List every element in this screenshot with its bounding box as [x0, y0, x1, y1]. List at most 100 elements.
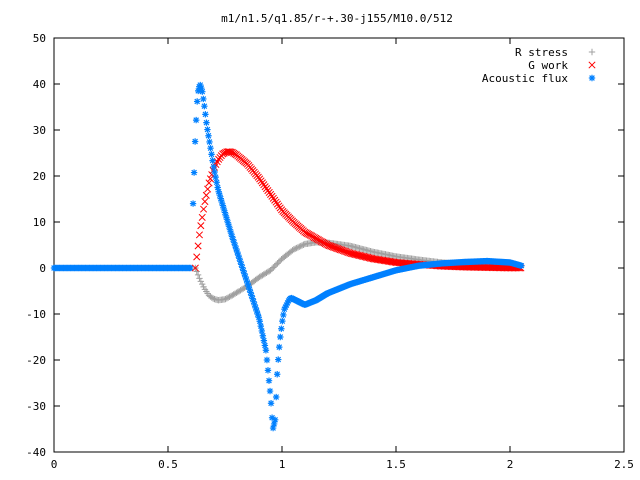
r-stress-point [197, 278, 205, 285]
r-stress-point [270, 264, 277, 271]
acoustic-flux-point [243, 276, 250, 284]
r-stress-point [290, 246, 298, 253]
acoustic-flux-point [279, 317, 286, 325]
r-stress-point [226, 293, 233, 301]
acoustic-flux-point [259, 332, 267, 339]
y-tick-label: -40 [26, 446, 46, 459]
acoustic-flux-point [189, 200, 197, 207]
g-work-point [193, 253, 201, 261]
acoustic-flux-point [260, 337, 268, 344]
acoustic-flux-point [252, 304, 259, 312]
acoustic-flux-point [241, 270, 248, 277]
series-g-work [191, 148, 525, 272]
r-stress-point [300, 241, 307, 248]
r-stress-point [271, 262, 278, 270]
acoustic-flux-point [268, 414, 276, 421]
acoustic-flux-point [212, 173, 219, 181]
acoustic-flux-point [225, 223, 233, 230]
g-work-point [191, 264, 199, 272]
x-tick-label: 0.5 [158, 458, 178, 471]
legend-label: G work [528, 59, 568, 72]
acoustic-flux-point [251, 301, 258, 308]
axes: 0 0.5 1 1.5 2 2.5 -40 -30 -20 -10 0 10 20 30 40 50 [26, 32, 634, 471]
r-stress-point [196, 275, 203, 282]
acoustic-flux-point [223, 216, 231, 223]
r-stress-point [297, 242, 304, 250]
y-tick-label: 10 [33, 216, 46, 229]
r-stress-point [199, 280, 206, 288]
acoustic-flux-point [224, 219, 232, 226]
g-work-point [364, 253, 372, 262]
acoustic-flux-point [281, 305, 288, 313]
legend-label: Acoustic flux [482, 72, 568, 85]
acoustic-flux-point [192, 116, 200, 124]
acoustic-flux-point [228, 233, 236, 240]
acoustic-flux-point [198, 84, 205, 92]
acoustic-flux-point [211, 168, 218, 176]
g-work-point [358, 252, 366, 260]
g-work-point [361, 253, 369, 261]
acoustic-flux-point [278, 325, 285, 332]
g-work-point [362, 253, 370, 261]
acoustic-flux-point [253, 307, 260, 315]
series-acoustic-flat [50, 264, 194, 272]
acoustic-flux-point [239, 264, 246, 271]
acoustic-flux-point [207, 144, 214, 152]
acoustic-flux-point [235, 251, 242, 259]
acoustic-flux-point [206, 138, 213, 146]
x-tick-label: 2 [507, 458, 514, 471]
r-stress-point [223, 295, 231, 302]
r-stress-point [222, 295, 229, 303]
x-tick-label: 0 [51, 458, 58, 471]
g-work-point [353, 251, 361, 259]
r-stress-point [275, 258, 283, 266]
plot-frame [53, 37, 625, 453]
acoustic-flux-point [215, 188, 222, 195]
g-work-point [200, 205, 208, 213]
r-stress-point [296, 243, 303, 250]
r-stress-point [224, 294, 232, 301]
acoustic-flux-point [274, 371, 281, 378]
acoustic-flux-point [214, 184, 221, 191]
r-stress-point [289, 247, 296, 254]
acoustic-flux-point [210, 163, 217, 170]
chart-title: m1/n1.5/q1.85/r-+.30-j155/M10.0/512 [221, 12, 453, 25]
g-work-point [347, 249, 355, 258]
g-work-point [349, 250, 357, 258]
acoustic-flux-point [200, 95, 207, 103]
acoustic-flux-point [219, 202, 227, 209]
acoustic-flux-point [202, 111, 209, 118]
acoustic-flux-point [277, 333, 284, 341]
acoustic-flux-point [256, 318, 263, 325]
acoustic-flux-point [248, 292, 255, 299]
r-stress-point [209, 295, 217, 302]
acoustic-flux-point [218, 198, 226, 206]
acoustic-flux-point [518, 262, 525, 269]
acoustic-flux-point [267, 400, 275, 407]
g-work-point [350, 250, 358, 258]
legend-marker [588, 48, 596, 56]
y-tick-label: 20 [33, 170, 46, 183]
acoustic-flux-point [283, 301, 290, 309]
y-tick-label: -10 [26, 308, 46, 321]
r-stress-point [227, 292, 235, 300]
acoustic-flux-point [227, 229, 235, 237]
acoustic-flux-point [208, 151, 215, 158]
g-work-point [205, 179, 213, 187]
acoustic-flux-point [261, 342, 269, 349]
y-tick-label: 0 [39, 262, 46, 275]
acoustic-flux-point [284, 299, 291, 307]
acoustic-flux-point [272, 393, 280, 401]
g-work-point [202, 191, 210, 199]
y-tick-label: -30 [26, 400, 46, 413]
acoustic-flux-point [282, 303, 289, 311]
acoustic-flux-point [250, 298, 257, 305]
acoustic-flux-point [199, 88, 206, 95]
r-stress-point [292, 245, 299, 252]
acoustic-flux-point [246, 286, 253, 293]
series-acoustic-flux [189, 81, 525, 432]
acoustic-flux-point [276, 343, 283, 351]
acoustic-flux-point [255, 314, 262, 321]
